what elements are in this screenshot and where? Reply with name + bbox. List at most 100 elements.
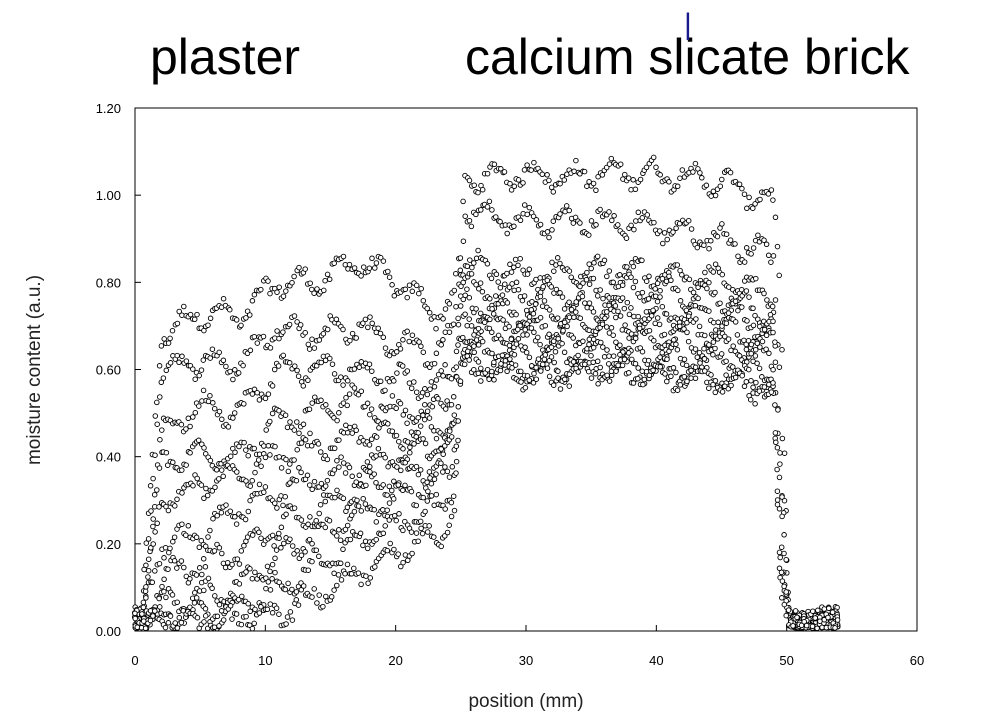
- data-point: [322, 498, 329, 505]
- data-point: [276, 284, 282, 290]
- data-point: [236, 443, 242, 450]
- data-point: [582, 361, 588, 368]
- data-point: [216, 601, 223, 608]
- data-point: [511, 183, 518, 190]
- data-point: [442, 443, 448, 449]
- data-point: [685, 338, 692, 345]
- data-point: [552, 349, 559, 355]
- data-point: [369, 320, 375, 327]
- data-point: [366, 265, 373, 271]
- data-point: [331, 371, 338, 377]
- data-point: [172, 620, 178, 626]
- data-point: [353, 427, 359, 434]
- data-point: [701, 356, 708, 362]
- data-point: [528, 363, 535, 369]
- data-point: [528, 167, 534, 173]
- data-point: [402, 459, 408, 466]
- data-point: [298, 552, 305, 558]
- data-point: [218, 467, 225, 473]
- data-point: [563, 203, 570, 209]
- data-point: [484, 204, 491, 210]
- data-point: [161, 576, 167, 583]
- data-point: [424, 529, 431, 535]
- data-point: [776, 549, 783, 556]
- data-point: [671, 337, 677, 343]
- data-point: [746, 194, 752, 201]
- data-point: [615, 362, 621, 369]
- data-point: [167, 545, 173, 552]
- data-point: [520, 180, 526, 186]
- data-point: [336, 464, 342, 470]
- data-point: [251, 445, 257, 452]
- data-point: [460, 198, 466, 205]
- data-point: [537, 341, 543, 348]
- data-point: [322, 524, 329, 531]
- data-point: [685, 217, 692, 224]
- data-point: [781, 601, 788, 608]
- data-point: [232, 449, 238, 456]
- data-point: [238, 322, 244, 329]
- data-point: [550, 218, 557, 224]
- data-point: [143, 540, 150, 546]
- data-point: [399, 363, 406, 369]
- data-point: [617, 351, 623, 358]
- data-point: [612, 303, 619, 309]
- data-point: [579, 293, 586, 300]
- data-point: [512, 256, 519, 263]
- data-point: [457, 267, 464, 274]
- data-point: [753, 379, 759, 386]
- data-point: [573, 299, 579, 305]
- data-point: [539, 171, 546, 178]
- data-point: [165, 340, 172, 346]
- data-point: [336, 410, 342, 416]
- data-point: [212, 484, 218, 491]
- data-point: [249, 477, 255, 484]
- data-point: [681, 373, 688, 380]
- data-point: [209, 585, 215, 592]
- data-point: [235, 596, 242, 603]
- data-point: [477, 280, 484, 286]
- data-point: [336, 527, 342, 533]
- data-point: [475, 370, 482, 377]
- data-point: [358, 388, 365, 394]
- data-point: [815, 607, 821, 614]
- data-point: [774, 466, 780, 473]
- data-point: [183, 462, 189, 468]
- data-point: [145, 556, 152, 562]
- data-point: [594, 293, 601, 299]
- data-point: [300, 421, 307, 428]
- data-point: [557, 211, 563, 217]
- data-point: [681, 356, 688, 363]
- data-point: [373, 434, 380, 440]
- data-point: [651, 337, 657, 344]
- data-point: [337, 560, 344, 567]
- data-point: [212, 593, 218, 599]
- data-point: [613, 314, 619, 321]
- data-point: [198, 367, 205, 373]
- data-point: [781, 583, 787, 590]
- data-point: [633, 218, 639, 224]
- data-point: [245, 452, 251, 459]
- data-point: [389, 428, 396, 434]
- data-point: [307, 514, 313, 520]
- data-point: [210, 400, 216, 406]
- data-point: [728, 347, 734, 354]
- data-point: [448, 434, 455, 440]
- data-point: [318, 480, 325, 487]
- data-point: [367, 314, 373, 320]
- data-point: [561, 177, 568, 183]
- data-point: [185, 415, 192, 422]
- data-point: [673, 225, 679, 231]
- data-point: [291, 551, 297, 557]
- data-point: [209, 346, 216, 352]
- data-point: [165, 620, 172, 626]
- data-point: [706, 342, 712, 348]
- data-point: [679, 167, 686, 173]
- data-point: [415, 538, 421, 544]
- data-point: [404, 328, 410, 335]
- data-point: [511, 264, 517, 271]
- data-point: [446, 329, 453, 335]
- data-point: [717, 300, 723, 306]
- data-point: [657, 364, 664, 370]
- data-point: [652, 320, 658, 327]
